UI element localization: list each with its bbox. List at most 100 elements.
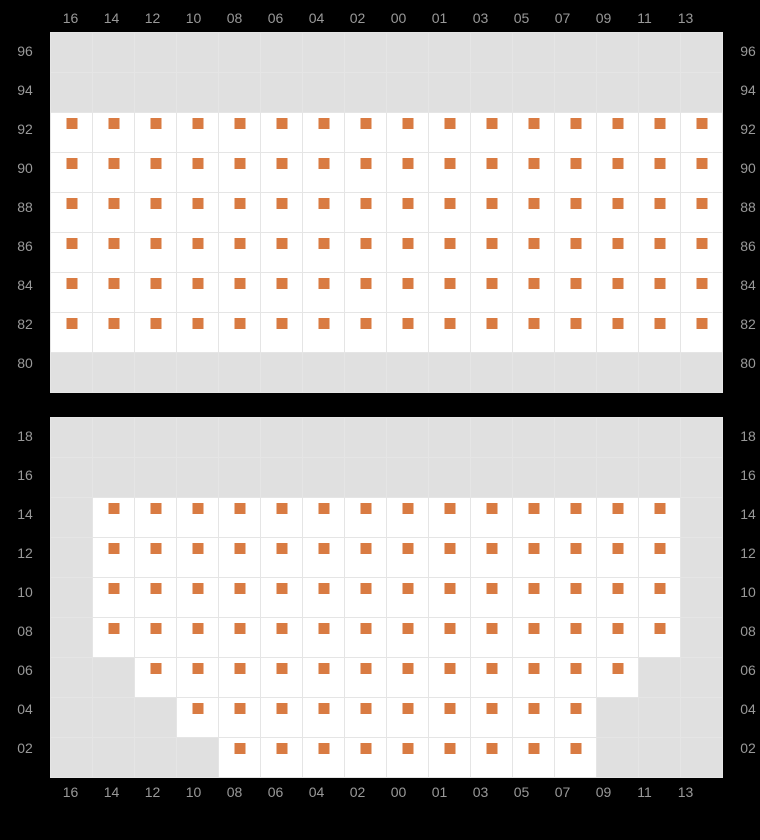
seat-cell[interactable] <box>555 658 596 697</box>
seat-cell[interactable] <box>555 233 596 272</box>
seat-cell[interactable] <box>429 698 470 737</box>
seat-cell[interactable] <box>513 618 554 657</box>
seat-cell[interactable] <box>513 658 554 697</box>
seat-cell[interactable] <box>261 538 302 577</box>
seat-cell[interactable] <box>387 273 428 312</box>
seat-cell[interactable] <box>471 578 512 617</box>
seat-cell[interactable] <box>387 498 428 537</box>
seat-cell[interactable] <box>513 738 554 777</box>
seat-cell[interactable] <box>135 618 176 657</box>
seat-cell[interactable] <box>135 578 176 617</box>
seat-cell[interactable] <box>471 538 512 577</box>
seat-cell[interactable] <box>345 233 386 272</box>
seat-cell[interactable] <box>51 233 92 272</box>
seat-cell[interactable] <box>219 313 260 352</box>
seat-cell[interactable] <box>93 538 134 577</box>
seat-cell[interactable] <box>387 618 428 657</box>
seat-cell[interactable] <box>555 698 596 737</box>
seat-cell[interactable] <box>681 313 722 352</box>
seat-cell[interactable] <box>303 658 344 697</box>
seat-cell[interactable] <box>387 153 428 192</box>
seat-cell[interactable] <box>345 273 386 312</box>
seat-cell[interactable] <box>681 273 722 312</box>
seat-cell[interactable] <box>177 193 218 232</box>
seat-cell[interactable] <box>219 153 260 192</box>
seat-cell[interactable] <box>345 618 386 657</box>
seat-cell[interactable] <box>429 193 470 232</box>
seat-cell[interactable] <box>513 113 554 152</box>
seat-cell[interactable] <box>597 153 638 192</box>
seat-cell[interactable] <box>93 153 134 192</box>
seat-cell[interactable] <box>303 738 344 777</box>
seat-cell[interactable] <box>345 313 386 352</box>
seat-cell[interactable] <box>429 153 470 192</box>
seat-cell[interactable] <box>639 538 680 577</box>
seat-cell[interactable] <box>177 698 218 737</box>
seat-cell[interactable] <box>555 153 596 192</box>
seat-cell[interactable] <box>177 153 218 192</box>
seat-cell[interactable] <box>429 658 470 697</box>
seat-cell[interactable] <box>471 273 512 312</box>
seat-cell[interactable] <box>219 193 260 232</box>
seat-cell[interactable] <box>135 313 176 352</box>
seat-cell[interactable] <box>597 498 638 537</box>
seat-cell[interactable] <box>219 578 260 617</box>
seat-cell[interactable] <box>639 578 680 617</box>
seat-cell[interactable] <box>219 538 260 577</box>
seat-cell[interactable] <box>303 578 344 617</box>
seat-cell[interactable] <box>261 738 302 777</box>
seat-cell[interactable] <box>135 153 176 192</box>
seat-cell[interactable] <box>387 658 428 697</box>
seat-cell[interactable] <box>219 658 260 697</box>
seat-cell[interactable] <box>555 738 596 777</box>
seat-cell[interactable] <box>387 578 428 617</box>
seat-cell[interactable] <box>345 698 386 737</box>
seat-cell[interactable] <box>261 153 302 192</box>
seat-cell[interactable] <box>345 538 386 577</box>
seat-cell[interactable] <box>177 313 218 352</box>
seat-cell[interactable] <box>303 313 344 352</box>
seat-cell[interactable] <box>597 658 638 697</box>
seat-cell[interactable] <box>555 538 596 577</box>
seat-cell[interactable] <box>135 538 176 577</box>
seat-cell[interactable] <box>639 193 680 232</box>
seat-cell[interactable] <box>303 193 344 232</box>
seat-cell[interactable] <box>387 313 428 352</box>
seat-cell[interactable] <box>261 313 302 352</box>
seat-cell[interactable] <box>471 193 512 232</box>
seat-cell[interactable] <box>219 618 260 657</box>
seat-cell[interactable] <box>471 738 512 777</box>
seat-cell[interactable] <box>261 273 302 312</box>
seat-cell[interactable] <box>639 313 680 352</box>
seat-cell[interactable] <box>597 618 638 657</box>
seat-cell[interactable] <box>219 698 260 737</box>
seat-cell[interactable] <box>303 698 344 737</box>
seat-cell[interactable] <box>513 313 554 352</box>
seat-cell[interactable] <box>93 313 134 352</box>
seat-cell[interactable] <box>387 113 428 152</box>
seat-cell[interactable] <box>429 233 470 272</box>
seat-cell[interactable] <box>387 538 428 577</box>
seat-cell[interactable] <box>51 273 92 312</box>
seat-cell[interactable] <box>429 113 470 152</box>
seat-cell[interactable] <box>135 273 176 312</box>
seat-cell[interactable] <box>93 113 134 152</box>
seat-cell[interactable] <box>261 113 302 152</box>
seat-cell[interactable] <box>303 618 344 657</box>
seat-cell[interactable] <box>597 538 638 577</box>
seat-cell[interactable] <box>471 698 512 737</box>
seat-cell[interactable] <box>639 113 680 152</box>
seat-cell[interactable] <box>471 153 512 192</box>
seat-cell[interactable] <box>555 113 596 152</box>
seat-cell[interactable] <box>387 698 428 737</box>
seat-cell[interactable] <box>597 113 638 152</box>
seat-cell[interactable] <box>429 273 470 312</box>
seat-cell[interactable] <box>93 273 134 312</box>
seat-cell[interactable] <box>429 538 470 577</box>
seat-cell[interactable] <box>219 233 260 272</box>
seat-cell[interactable] <box>597 233 638 272</box>
seat-cell[interactable] <box>177 273 218 312</box>
seat-cell[interactable] <box>429 618 470 657</box>
seat-cell[interactable] <box>513 538 554 577</box>
seat-cell[interactable] <box>51 193 92 232</box>
